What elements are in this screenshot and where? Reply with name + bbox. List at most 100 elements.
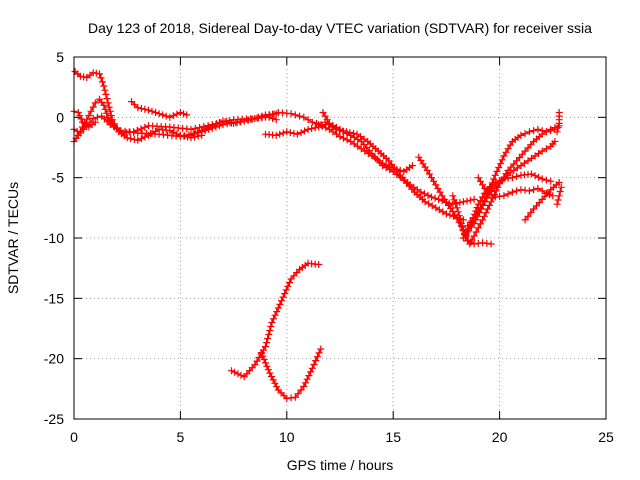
data-point <box>300 113 308 121</box>
data-point <box>291 393 299 401</box>
series-s14 <box>459 125 559 242</box>
data-point <box>137 105 145 112</box>
data-point <box>495 164 503 171</box>
y-tick-label: 5 <box>56 49 64 65</box>
data-point <box>187 125 195 133</box>
data-point <box>339 127 347 135</box>
data-point <box>317 345 325 353</box>
data-point <box>271 311 279 319</box>
data-point <box>332 125 340 133</box>
data-point <box>538 175 546 183</box>
data-point <box>304 116 312 124</box>
data-point <box>262 359 269 367</box>
data-point <box>534 125 542 133</box>
data-point <box>319 109 327 116</box>
series-s6 <box>187 110 280 139</box>
data-point <box>354 142 362 150</box>
data-point <box>98 78 106 86</box>
data-point <box>396 166 404 174</box>
data-point <box>420 190 428 198</box>
data-point <box>535 173 543 181</box>
data-point <box>291 111 299 119</box>
data-point <box>176 133 184 141</box>
data-point <box>148 107 156 115</box>
series-s4 <box>70 107 99 131</box>
data-point <box>310 361 318 368</box>
data-point <box>368 152 376 160</box>
data-point <box>257 349 265 357</box>
data-point <box>101 86 109 94</box>
data-point <box>145 106 152 114</box>
data-point <box>428 202 436 210</box>
data-point <box>194 128 202 136</box>
data-point <box>521 130 529 138</box>
series-s21 <box>257 345 325 402</box>
data-point <box>476 177 484 185</box>
data-point <box>104 99 112 107</box>
data-point <box>343 136 351 144</box>
y-tick-labels: 5 0 -5 -10 -15 -20 -25 <box>44 49 64 427</box>
data-point <box>237 371 245 379</box>
data-point <box>452 200 460 208</box>
data-point <box>205 123 213 131</box>
data-point <box>266 369 274 377</box>
y-tick-label: -20 <box>44 351 64 367</box>
data-point <box>502 148 510 156</box>
data-point <box>137 125 145 133</box>
data-point <box>176 109 184 116</box>
data-point <box>240 117 248 125</box>
series-s10 <box>321 118 478 208</box>
data-point <box>123 134 131 142</box>
data-point <box>463 197 471 205</box>
data-point <box>223 118 230 126</box>
data-point <box>294 390 302 398</box>
data-point <box>484 205 492 213</box>
data-point <box>230 119 238 127</box>
data-point <box>479 193 487 201</box>
chart-title: Day 123 of 2018, Sidereal Day-to-day VTE… <box>88 20 592 36</box>
data-point <box>226 119 234 127</box>
data-point <box>93 113 101 121</box>
data-point <box>76 129 84 137</box>
data-point <box>272 116 280 124</box>
data-point <box>479 181 487 189</box>
y-axis-title: SDTVAR / TECUs <box>5 182 21 294</box>
data-point <box>508 174 516 182</box>
data-point <box>287 110 295 118</box>
data-point <box>335 126 343 134</box>
data-point <box>141 123 149 131</box>
data-point <box>318 122 326 130</box>
data-point <box>554 124 562 132</box>
data-point <box>169 112 177 120</box>
data-point <box>538 187 546 195</box>
data-point <box>297 386 305 394</box>
data-point <box>273 383 281 391</box>
data-point <box>557 183 565 191</box>
data-point <box>315 349 323 357</box>
data-point <box>286 279 293 287</box>
series-s19 <box>553 183 565 208</box>
data-point <box>520 159 528 167</box>
data-point <box>472 211 480 219</box>
data-point <box>237 118 245 126</box>
data-point <box>97 74 105 82</box>
data-point <box>408 162 416 170</box>
data-point <box>530 127 538 135</box>
data-point <box>134 136 142 144</box>
data-point <box>504 190 512 198</box>
data-point <box>231 368 239 376</box>
data-point <box>521 216 529 224</box>
data-point <box>487 198 495 206</box>
data-point <box>251 361 259 369</box>
data-point <box>525 128 533 136</box>
data-point <box>127 135 135 143</box>
data-point <box>89 115 97 122</box>
data-point <box>274 304 282 312</box>
data-point <box>347 138 355 145</box>
data-point <box>270 315 277 323</box>
data-point <box>296 112 304 120</box>
data-point <box>180 110 188 118</box>
data-point <box>542 128 550 136</box>
data-point <box>268 373 275 380</box>
